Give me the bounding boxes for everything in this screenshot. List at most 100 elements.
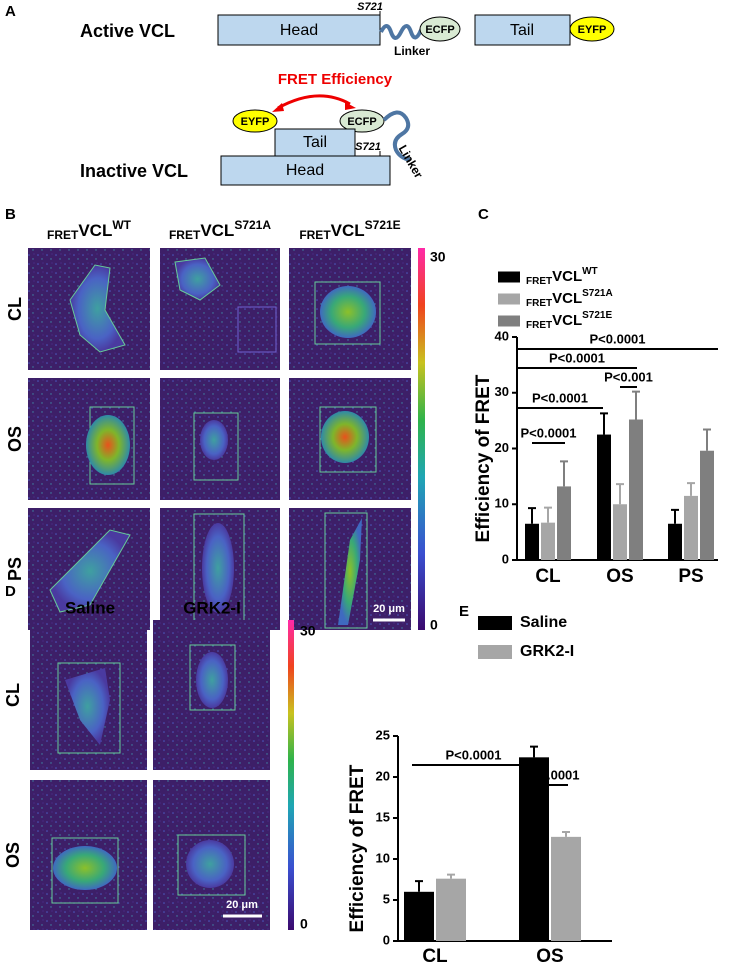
legend-label-main: VCL [552,268,582,285]
image-grid: Saline GRK2-I 20 μm 30 0 CL OS [3,598,316,931]
head-label: Head [280,22,318,39]
y-tick-label: 20 [376,768,390,783]
roi [193,412,239,481]
error-bar [600,412,608,435]
cell [338,518,362,625]
panel-label: B [5,206,16,223]
significance-label: P<0.0001 [549,350,605,365]
ecfp [419,16,461,42]
significance-label: P<0.0001 [445,747,501,762]
error-bar [544,506,552,523]
error-bar [703,428,711,451]
linker [379,24,423,40]
legend-label-sup: S721E [582,310,612,321]
column-label: Saline [65,598,115,617]
column-label-sup: S721A [234,218,271,232]
column-label: FRETVCLWT [47,218,132,242]
eyfp-label: EYFP [241,116,270,128]
roi [324,512,368,629]
error-bar [447,873,455,879]
fret-arrow [277,94,351,110]
column-label-sub: FRET [299,228,331,242]
colorbar-max: 30 [430,249,446,265]
significance-label: P<0.0001 [523,767,579,782]
legend-label: Saline [520,614,567,631]
y-tick-label: 15 [376,809,390,824]
cell [196,652,228,708]
legend-swatch [498,315,520,327]
y-tick-label: 30 [495,384,509,399]
tail-label: Tail [303,134,327,151]
ecfp-label: ECFP [425,24,454,36]
column-label: FRETVCLS721A [169,218,271,242]
cell [202,523,234,613]
error-bar [562,830,570,837]
y-tick-label: 10 [376,850,390,865]
column-label-main: VCL [331,221,365,240]
bar [668,523,682,560]
cell [65,668,110,745]
active-label: Active VCL [80,21,175,41]
bar [519,757,549,941]
error-bar [632,390,640,420]
bar [525,523,539,560]
cell [69,264,126,353]
y-tick-label: 0 [502,551,509,566]
column-label-main: VCL [200,221,234,240]
column-label-sup: S721E [365,218,401,232]
bar [551,836,581,941]
roi [189,644,236,711]
colorbar-min: 0 [300,916,308,932]
linker [382,110,411,162]
eyfp [232,109,278,133]
roi [319,406,377,473]
cell [174,257,221,301]
tail-label: Tail [510,22,534,39]
significance-label: P<0.0001 [520,425,576,440]
bar [597,434,611,560]
error-bar [415,880,423,892]
bar [613,504,627,560]
row-label: OS [3,842,23,868]
linker-label: Linker [396,142,426,180]
colorbar [288,620,294,930]
cell [320,286,376,338]
ecfp [339,109,385,133]
ecfp-label: ECFP [347,116,376,128]
row-label: CL [3,683,23,707]
legend-label-sub: FRET [526,298,552,309]
legend-swatch [498,271,520,283]
row-label: OS [5,426,25,452]
legend-label: FRETVCLS721E [526,310,612,331]
error-bar [687,482,695,496]
significance-label: P<0.0001 [532,390,588,405]
cell [321,411,369,463]
roi [57,662,121,754]
legend-label-sub: FRET [526,320,552,331]
eyfp-label: EYFP [578,24,607,36]
head-label: Head [286,162,324,179]
colorbar-max: 30 [300,623,316,639]
roi [314,281,381,345]
legend-label-sup: S721A [582,288,613,299]
error-bar [560,460,568,487]
bar [629,419,643,560]
legend-label-main: VCL [552,290,582,307]
roi [237,306,277,353]
legend-label-sup: WT [582,266,598,277]
bar [436,878,466,941]
legend-swatch [498,293,520,305]
row-label: PS [5,557,25,581]
head-box [220,155,391,186]
panel-label: A [5,3,16,20]
panel-label: D [5,583,16,600]
significance-label: P<0.001 [604,369,653,384]
y-tick-label: 20 [495,440,509,455]
panel-label: E [459,603,469,620]
legend-label: GRK2-I [520,643,574,660]
x-tick-label: CL [535,566,561,587]
column-label: FRETVCLS721E [299,218,400,242]
eyfp [569,16,615,42]
error-bar [671,508,679,524]
panel-label: C [478,206,489,223]
